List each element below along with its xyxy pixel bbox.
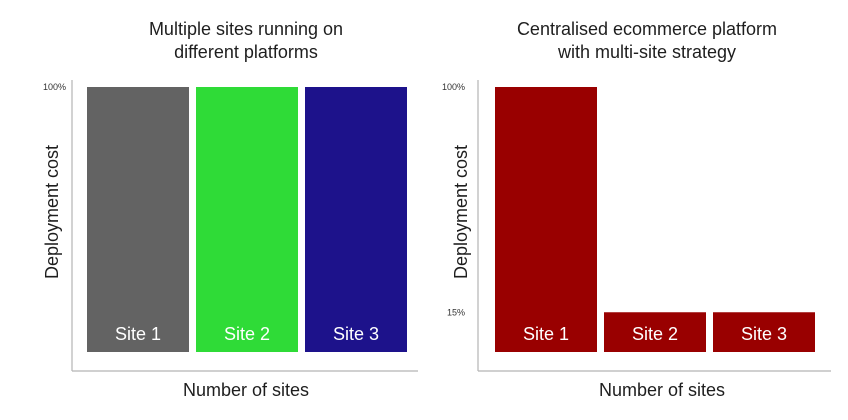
bar-label-right-2: Site 2 xyxy=(632,324,678,344)
chart-title-right-line-1: Centralised ecommerce platform xyxy=(516,19,778,39)
chart-title-left: Multiple sites running on different plat… xyxy=(66,18,426,64)
y-tick-label-right-0: 100% xyxy=(442,82,465,92)
chart-title-left-line-2: different platforms xyxy=(174,42,318,62)
y-axis-label-right: Deployment cost xyxy=(451,145,471,279)
bar-left-3 xyxy=(305,87,407,352)
bar-label-right-1: Site 1 xyxy=(523,324,569,344)
y-tick-label-right-1: 15% xyxy=(447,307,465,317)
x-axis-label-left: Number of sites xyxy=(182,380,310,400)
y-axis-label-left: Deployment cost xyxy=(42,145,62,279)
bar-label-left-2: Site 2 xyxy=(224,324,270,344)
chart-title-right: Centralised ecommerce platform with mult… xyxy=(467,18,827,64)
bar-label-left-1: Site 1 xyxy=(115,324,161,344)
chart-title-left-line-1: Multiple sites running on xyxy=(148,19,344,39)
y-tick-label-left-0: 100% xyxy=(43,82,66,92)
bar-right-3 xyxy=(713,312,815,352)
bar-right-1 xyxy=(495,87,597,352)
bar-right-2 xyxy=(604,312,706,352)
bar-label-left-3: Site 3 xyxy=(333,324,379,344)
chart-title-right-line-2: with multi-site strategy xyxy=(557,42,737,62)
x-axis-label-right: Number of sites xyxy=(598,380,726,400)
bar-left-2 xyxy=(196,87,298,352)
bar-label-right-3: Site 3 xyxy=(741,324,787,344)
bar-left-1 xyxy=(87,87,189,352)
